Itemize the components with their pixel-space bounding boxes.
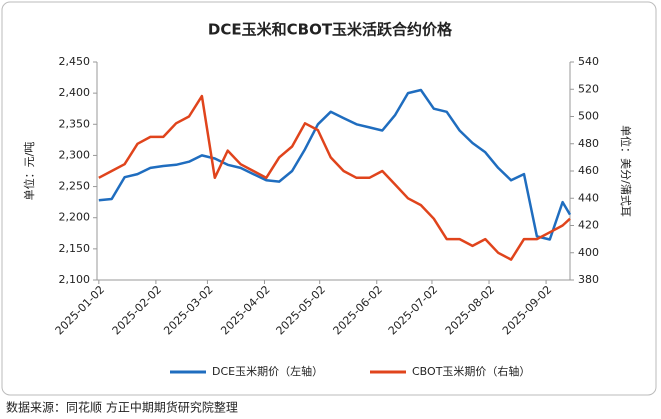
y2-tick-label: 400 [578,246,599,259]
y-tick-label: 2,400 [59,86,91,99]
series-line [98,88,572,241]
chart-title: DCE玉米和CBOT玉米活跃合约价格 [208,21,453,39]
y-tick-label: 2,250 [59,180,91,193]
y2-tick-label: 460 [578,164,599,177]
y2-tick-label: 420 [578,219,599,232]
legend-label: CBOT玉米期价（右轴） [412,364,530,378]
y-tick-label: 2,450 [59,55,91,68]
series-line [98,94,571,261]
y-axis-label: 单位：元/吨 [22,142,36,201]
chart-frame [1,1,657,396]
y-tick-label: 2,100 [59,273,91,286]
source-note: 数据来源：同花顺 方正中期期货研究院整理 [6,400,238,415]
y2-tick-label: 500 [578,110,599,123]
legend-label: DCE玉米期价（左轴） [212,364,323,378]
y2-tick-label: 540 [578,55,599,68]
y2-tick-label: 480 [578,137,599,150]
y2-tick-label: 440 [578,191,599,204]
y2-tick-label: 380 [578,273,599,286]
y2-tick-label: 520 [578,82,599,95]
y2-axis-label: 单位：美分/蒲式耳 [619,125,633,217]
y-tick-label: 2,350 [59,117,91,130]
y-tick-label: 2,150 [59,242,91,255]
y-tick-label: 2,200 [59,211,91,224]
y-tick-label: 2,300 [59,148,91,161]
